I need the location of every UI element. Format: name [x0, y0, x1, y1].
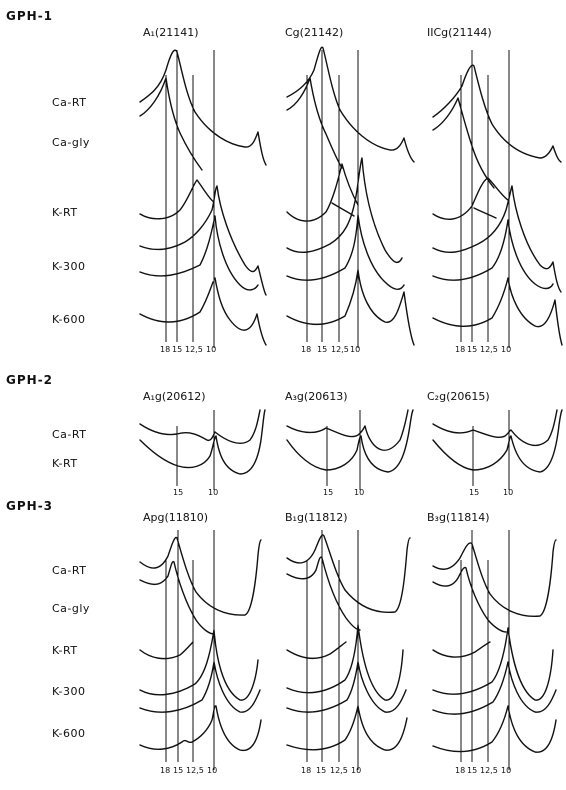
- tick-label: 12,5: [186, 766, 204, 775]
- row-label: K-600: [52, 727, 86, 740]
- tick-label: 10: [501, 345, 511, 354]
- row-label: K-RT: [52, 457, 78, 470]
- panel-gph3-b1g: [286, 530, 411, 770]
- tick-label: 10: [354, 488, 364, 497]
- tick-label: 10: [503, 488, 513, 497]
- tick-label: 15: [173, 488, 183, 497]
- tick-label: 12,5: [185, 345, 203, 354]
- group-label-gph-1: GPH-1: [6, 9, 53, 23]
- panel-gph1-iicg: [432, 50, 563, 348]
- sample-title: B₁g(11812): [285, 511, 348, 524]
- tick-label: 10: [350, 345, 360, 354]
- tick-label: 10: [501, 766, 511, 775]
- panel-gph2-a1g: [139, 409, 266, 490]
- panel-gph2-c2g: [432, 409, 563, 490]
- sample-title: C₂g(20615): [427, 390, 490, 403]
- tick-label: 18: [160, 766, 170, 775]
- tick-label: 18: [455, 345, 465, 354]
- tick-label: 10: [206, 345, 216, 354]
- tick-label: 10: [208, 488, 218, 497]
- tick-label: 18: [160, 345, 170, 354]
- panel-gph3-apg: [139, 530, 262, 770]
- row-label: Ca-gly: [52, 136, 90, 149]
- row-label: K-300: [52, 685, 86, 698]
- tick-label: 18: [301, 766, 311, 775]
- tick-label: 12,5: [480, 766, 498, 775]
- sample-title: Cg(21142): [285, 26, 343, 39]
- tick-label: 15: [467, 345, 477, 354]
- row-label: K-600: [52, 313, 86, 326]
- tick-label: 10: [351, 766, 361, 775]
- sample-title: A₃g(20613): [285, 390, 348, 403]
- tick-label: 10: [207, 766, 217, 775]
- tick-label: 12,5: [331, 345, 349, 354]
- tick-label: 15: [316, 766, 326, 775]
- tick-label: 15: [172, 345, 182, 354]
- row-label: Ca-RT: [52, 96, 86, 109]
- tick-label: 15: [323, 488, 333, 497]
- tick-label: 15: [469, 488, 479, 497]
- sample-title: Apg(11810): [143, 511, 208, 524]
- tick-label: 15: [467, 766, 477, 775]
- panel-gph1-cg: [286, 46, 415, 348]
- sample-title: A₁g(20612): [143, 390, 206, 403]
- row-label: Ca-RT: [52, 564, 86, 577]
- sample-title: A₁(21141): [143, 26, 199, 39]
- group-label-gph-3: GPH-3: [6, 499, 53, 513]
- group-label-gph-2: GPH-2: [6, 373, 53, 387]
- row-label: K-300: [52, 260, 86, 273]
- panel-gph3-b3g: [432, 530, 557, 770]
- row-label: Ca-gly: [52, 602, 90, 615]
- tick-label: 12,5: [480, 345, 498, 354]
- row-label: K-RT: [52, 206, 78, 219]
- tick-label: 18: [301, 345, 311, 354]
- sample-title: IICg(21144): [427, 26, 492, 39]
- panel-gph2-a3g: [286, 409, 414, 490]
- tick-label: 18: [455, 766, 465, 775]
- row-label: K-RT: [52, 644, 78, 657]
- row-label: Ca-RT: [52, 428, 86, 441]
- sample-title: B₃g(11814): [427, 511, 490, 524]
- tick-label: 15: [317, 345, 327, 354]
- tick-label: 15: [173, 766, 183, 775]
- panel-gph1-a1: [139, 49, 267, 348]
- tick-label: 12,5: [330, 766, 348, 775]
